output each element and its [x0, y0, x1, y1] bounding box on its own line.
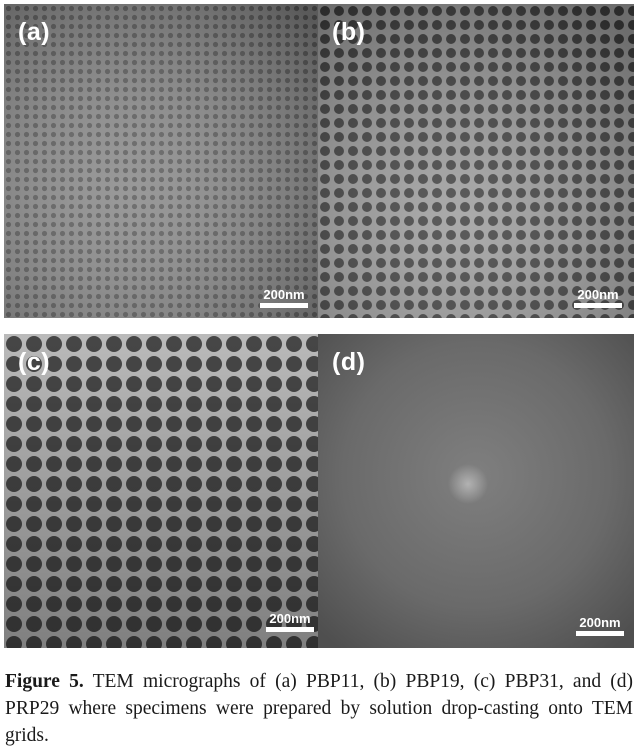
- micrograph-panel-a: (a) 200nm: [4, 4, 318, 318]
- scale-bar-a: 200nm: [260, 288, 308, 308]
- scale-bar-line-b: [574, 303, 622, 308]
- scale-bar-label-d: 200nm: [579, 615, 621, 630]
- scale-bar-label-a: 200nm: [263, 287, 305, 302]
- micrograph-panel-c: (c) 200nm: [4, 334, 318, 648]
- scale-bar-d: 200nm: [576, 616, 624, 636]
- micrograph-image-a: [4, 4, 318, 318]
- scale-bar-b: 200nm: [574, 288, 622, 308]
- scale-bar-c: 200nm: [266, 612, 314, 632]
- panel-label-c: (c): [18, 348, 51, 376]
- micrograph-image-b: [318, 4, 634, 318]
- micrograph-image-c: [4, 334, 318, 648]
- panel-label-b: (b): [332, 18, 366, 46]
- panel-label-a: (a): [18, 18, 51, 46]
- micrograph-panel-b: (b) 200nm: [318, 4, 634, 318]
- figure-caption-text: TEM micrographs of (a) PBP11, (b) PBP19,…: [5, 671, 634, 746]
- scale-bar-label-b: 200nm: [577, 287, 619, 302]
- scale-bar-line-c: [266, 627, 314, 632]
- micrograph-panel-d: (d) 200nm: [318, 334, 634, 648]
- figure-label: Figure 5.: [5, 671, 84, 692]
- scale-bar-line-a: [260, 303, 308, 308]
- micrograph-image-d: [318, 334, 634, 648]
- figure-caption: Figure 5. TEM micrographs of (a) PBP11, …: [5, 668, 633, 749]
- panel-label-d: (d): [332, 348, 366, 376]
- scale-bar-line-d: [576, 631, 624, 636]
- scale-bar-label-c: 200nm: [269, 611, 311, 626]
